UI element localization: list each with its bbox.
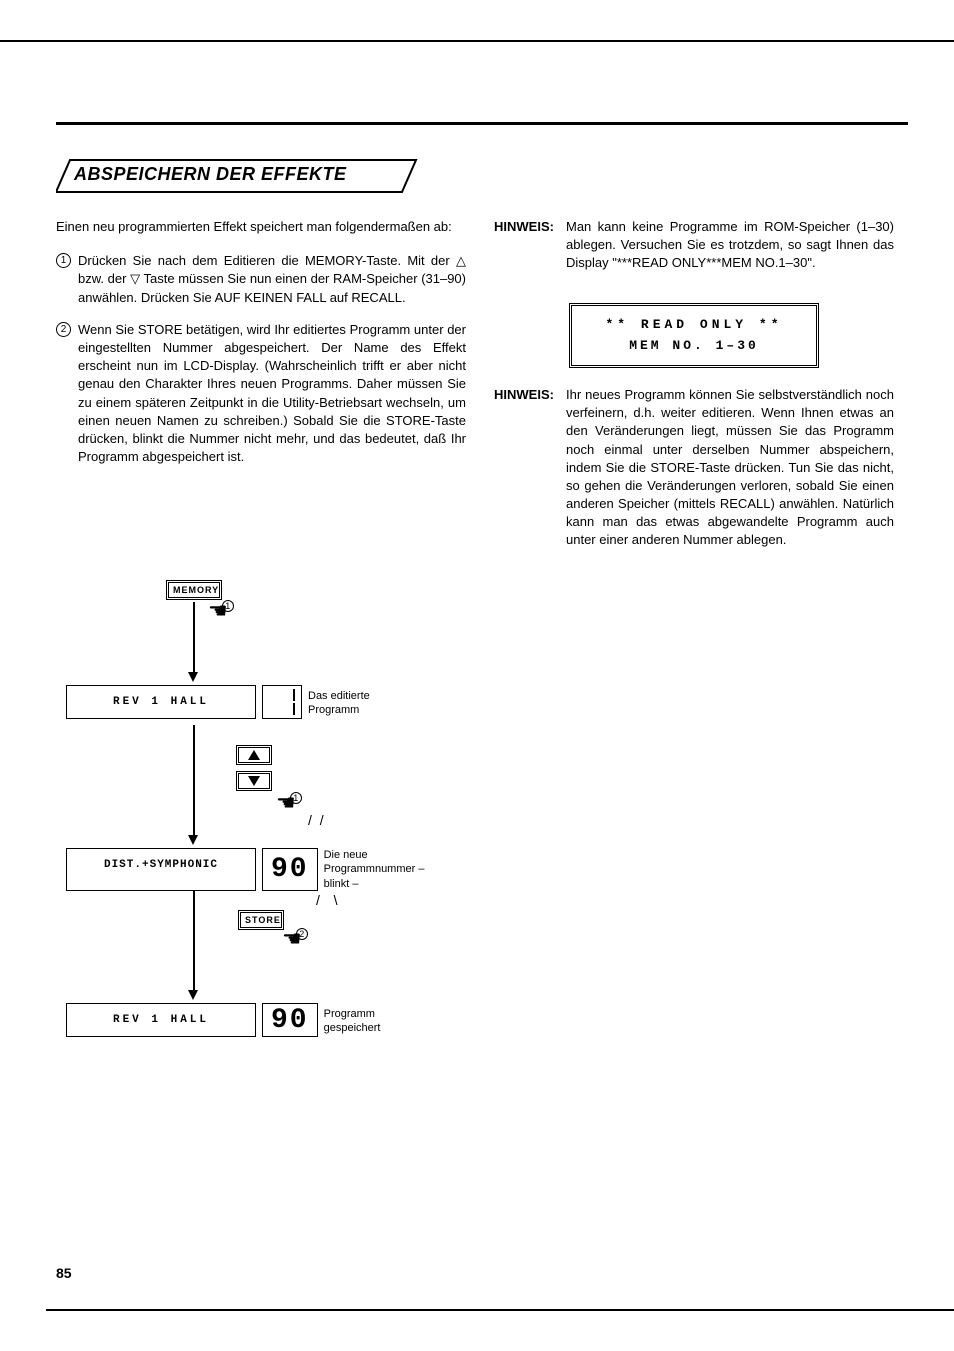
up-button[interactable]	[236, 745, 272, 765]
page-bottom-rule	[46, 1309, 954, 1311]
hand-icon-1b: ☚1	[276, 792, 302, 814]
triangle-up-icon	[248, 750, 260, 760]
note-2: HINWEIS: Ihr neues Programm können Sie s…	[494, 386, 894, 550]
step-2: 2 Wenn Sie STORE betätigen, wird Ihr edi…	[56, 321, 466, 467]
lcd-row-3-annot: Programm gespeichert	[324, 1003, 424, 1037]
intro-paragraph: Einen neu programmierten Effekt speicher…	[56, 218, 466, 236]
page-top-rule	[0, 40, 954, 42]
lcd-row-3-num: 90	[262, 1003, 318, 1037]
memory-button-label: MEMORY	[173, 585, 219, 595]
step-2-text: Wenn Sie STORE betätigen, wird Ihr editi…	[78, 322, 466, 464]
lcd-row-1-cursor	[262, 685, 302, 719]
arrow-head-2	[188, 835, 198, 845]
arrow-line-1	[193, 602, 195, 672]
lcd-row-1-annot: Das editierte Programm	[308, 685, 408, 719]
content-top-rule	[56, 122, 908, 125]
spark-lines-1: / /	[308, 812, 326, 828]
step-1-bullet: 1	[56, 253, 71, 268]
display-line-1: ** READ ONLY **	[572, 316, 816, 334]
page-number: 85	[56, 1265, 72, 1281]
section-heading: ABSPEICHERN DER EFFEKTE	[56, 158, 436, 198]
store-button-label: STORE	[245, 915, 281, 925]
lcd-row-2-annot: Die neue Programmnummer – blinkt –	[324, 848, 444, 891]
step-1: 1 Drücken Sie nach dem Editieren die MEM…	[56, 252, 466, 307]
note-1-text: Man kann keine Programme im ROM-Speicher…	[566, 219, 894, 270]
flow-diagram: MEMORY ☚1 REV 1 HALL Das editierte Progr…	[66, 580, 476, 1140]
right-column: HINWEIS: Man kann keine Programme im ROM…	[494, 218, 894, 564]
lcd-row-1: REV 1 HALL Das editierte Programm	[66, 685, 408, 719]
memory-button[interactable]: MEMORY	[166, 580, 222, 600]
readonly-display: ** READ ONLY ** MEM NO. 1–30	[569, 303, 819, 368]
note-1: HINWEIS: Man kann keine Programme im ROM…	[494, 218, 894, 273]
left-column: Einen neu programmierten Effekt speicher…	[56, 218, 466, 480]
up-down-buttons	[236, 745, 272, 797]
step-1-text: Drücken Sie nach dem Editieren die MEMOR…	[78, 253, 466, 304]
triangle-down-icon	[248, 776, 260, 786]
lcd-row-2: DIST.+SYMPHONIC 90 Die neue Programmnumm…	[66, 848, 444, 891]
lcd-row-3: REV 1 HALL 90 Programm gespeichert	[66, 1003, 424, 1037]
lcd-row-2-num: 90	[262, 848, 318, 891]
store-button[interactable]: STORE	[238, 910, 284, 930]
hand-icon-2: ☚2	[282, 928, 308, 950]
display-line-2: MEM NO. 1–30	[572, 337, 816, 355]
note-2-text: Ihr neues Programm können Sie selbstvers…	[566, 387, 894, 548]
arrow-head-3	[188, 990, 198, 1000]
arrow-line-3	[193, 890, 195, 990]
lcd-row-3-name: REV 1 HALL	[66, 1003, 256, 1037]
spark-lines-2: / \	[316, 892, 340, 908]
step-2-bullet: 2	[56, 322, 71, 337]
arrow-head-1	[188, 672, 198, 682]
down-button[interactable]	[236, 771, 272, 791]
heading-text: ABSPEICHERN DER EFFEKTE	[74, 164, 347, 185]
arrow-line-2	[193, 725, 195, 835]
hand-icon-1: ☚1	[208, 600, 234, 622]
lcd-row-1-name: REV 1 HALL	[66, 685, 256, 719]
note-label-2: HINWEIS:	[494, 386, 554, 404]
note-label: HINWEIS:	[494, 218, 554, 236]
lcd-row-2-name: DIST.+SYMPHONIC	[66, 848, 256, 891]
